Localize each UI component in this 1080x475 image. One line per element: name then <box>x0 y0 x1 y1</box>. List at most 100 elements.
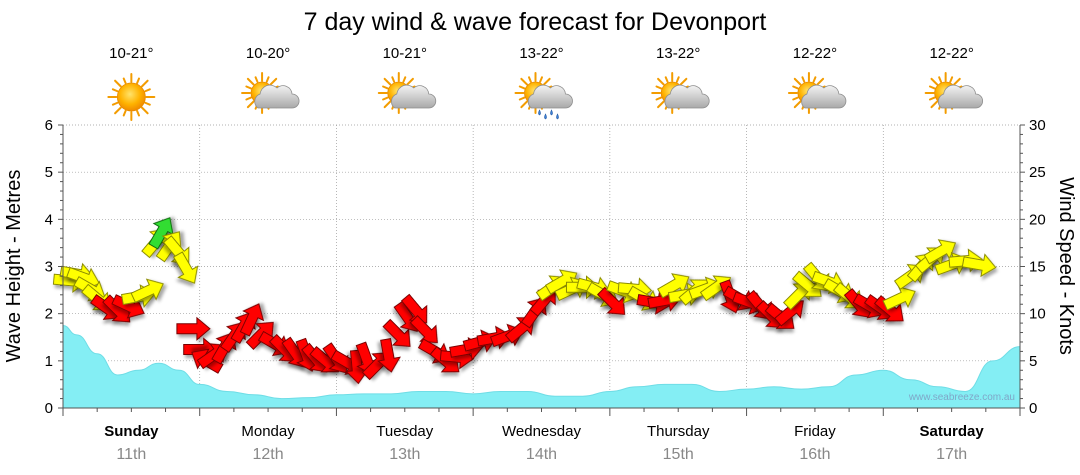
cloud <box>801 84 847 109</box>
wind-arrow <box>245 321 274 350</box>
credit-text: www.seabreeze.com.au <box>908 392 1015 403</box>
left-tick-label: 2 <box>45 306 53 323</box>
date-label: 12th <box>253 446 284 463</box>
sun <box>107 73 156 121</box>
right-tick-label: 15 <box>1029 259 1046 276</box>
temperature-range: 12-22° <box>929 45 973 62</box>
sun-ray <box>391 76 396 83</box>
sun-icon <box>107 73 156 121</box>
sun-ray <box>675 76 680 83</box>
sun-ray <box>144 88 151 93</box>
cloud <box>391 84 437 109</box>
day-label: Monday <box>241 423 295 440</box>
temperature-range: 13-22° <box>656 45 700 62</box>
sun-ray <box>265 76 270 83</box>
sun-ray <box>801 76 806 83</box>
sun-ray <box>664 76 669 83</box>
wind-arrow <box>923 239 957 265</box>
partly-cloudy-icon <box>241 72 300 114</box>
right-tick-label: 5 <box>1029 353 1037 370</box>
right-tick-label: 20 <box>1029 211 1046 228</box>
temperature-range: 10-21° <box>109 45 153 62</box>
cloud <box>254 84 300 109</box>
sun-ray <box>518 96 526 101</box>
cloud-shape <box>801 84 847 109</box>
sun-ray <box>657 100 665 109</box>
sun-ray <box>122 77 127 85</box>
wind-arrow <box>130 278 164 303</box>
date-label: 15th <box>663 446 694 463</box>
day-label: Wednesday <box>502 423 581 440</box>
wind-arrows <box>52 217 997 385</box>
sun-ray <box>539 76 544 83</box>
left-tick-label: 3 <box>45 259 53 276</box>
sun-ray <box>122 109 127 117</box>
temperature-range: 10-21° <box>383 45 427 62</box>
sun-ray <box>402 76 407 83</box>
sun-ray <box>793 100 802 109</box>
sun-ray <box>246 100 255 109</box>
wind-arrow <box>597 286 626 315</box>
right-tick-label: 10 <box>1029 306 1046 323</box>
temperature-range: 10-20° <box>246 45 290 62</box>
sun-ray <box>928 85 936 90</box>
cloud-shape <box>938 84 984 109</box>
sun-ray <box>816 77 825 86</box>
sun-disc <box>116 82 146 112</box>
sun-ray <box>406 77 414 86</box>
date-label: 14th <box>526 446 557 463</box>
day-label: Tuesday <box>376 423 433 440</box>
right-tick-label: 30 <box>1029 117 1046 134</box>
wind-arrow <box>239 303 265 337</box>
rain-drop <box>538 109 541 116</box>
sun-ray <box>111 101 119 106</box>
left-axis-title: Wave Height - Metres <box>3 170 25 363</box>
sun-ray <box>144 101 151 106</box>
cloud-shape <box>254 84 300 109</box>
sun-ray <box>114 106 122 115</box>
wind-arrow <box>172 251 199 284</box>
rain-drop <box>544 113 547 120</box>
sun-ray <box>245 96 252 101</box>
axes: 0 1 2 3 4 5 6 0 5 10 15 20 25 30 Sunday 11th Monday 12th T… <box>45 117 1046 463</box>
sun-ray <box>938 76 943 83</box>
date-label: 11th <box>116 446 146 463</box>
left-tick-label: 0 <box>45 400 53 417</box>
sun-ray <box>140 79 149 88</box>
rain-drop <box>556 113 559 120</box>
right-tick-label: 0 <box>1029 400 1037 417</box>
wind-arrow <box>176 316 211 341</box>
sun-ray <box>136 77 141 85</box>
partly-cloudy-icon <box>651 72 710 114</box>
sun-ray <box>928 96 936 101</box>
showers-icon <box>514 72 573 120</box>
sun-ray <box>655 85 663 90</box>
sun-ray <box>382 85 389 90</box>
sun-ray <box>792 96 799 101</box>
rain-drop <box>550 109 553 116</box>
wind-arrow <box>791 270 822 297</box>
right-tick-label: 25 <box>1029 164 1046 181</box>
temperature-range: 13-22° <box>519 45 563 62</box>
partly-cloudy-icon <box>787 72 847 114</box>
wind-arrow <box>148 217 174 250</box>
wind-arrow <box>382 318 411 347</box>
day-label: Friday <box>794 423 836 440</box>
sun-ray <box>383 100 392 109</box>
sun-ray <box>383 77 392 86</box>
sun-ray <box>520 77 529 86</box>
left-tick-label: 4 <box>45 211 53 228</box>
sun-ray <box>111 88 119 93</box>
partly-cloudy-icon <box>924 72 984 114</box>
left-tick-label: 6 <box>45 117 53 134</box>
sun-ray <box>527 76 532 83</box>
sun-ray <box>140 106 149 115</box>
date-label: 13th <box>389 446 420 463</box>
sun-ray <box>114 79 122 88</box>
cloud-shape <box>391 84 437 109</box>
sun-ray <box>812 76 817 83</box>
sun-ray <box>953 77 961 86</box>
cloud <box>664 84 710 109</box>
wave-height-area <box>62 324 1021 409</box>
sun-ray <box>792 85 799 90</box>
